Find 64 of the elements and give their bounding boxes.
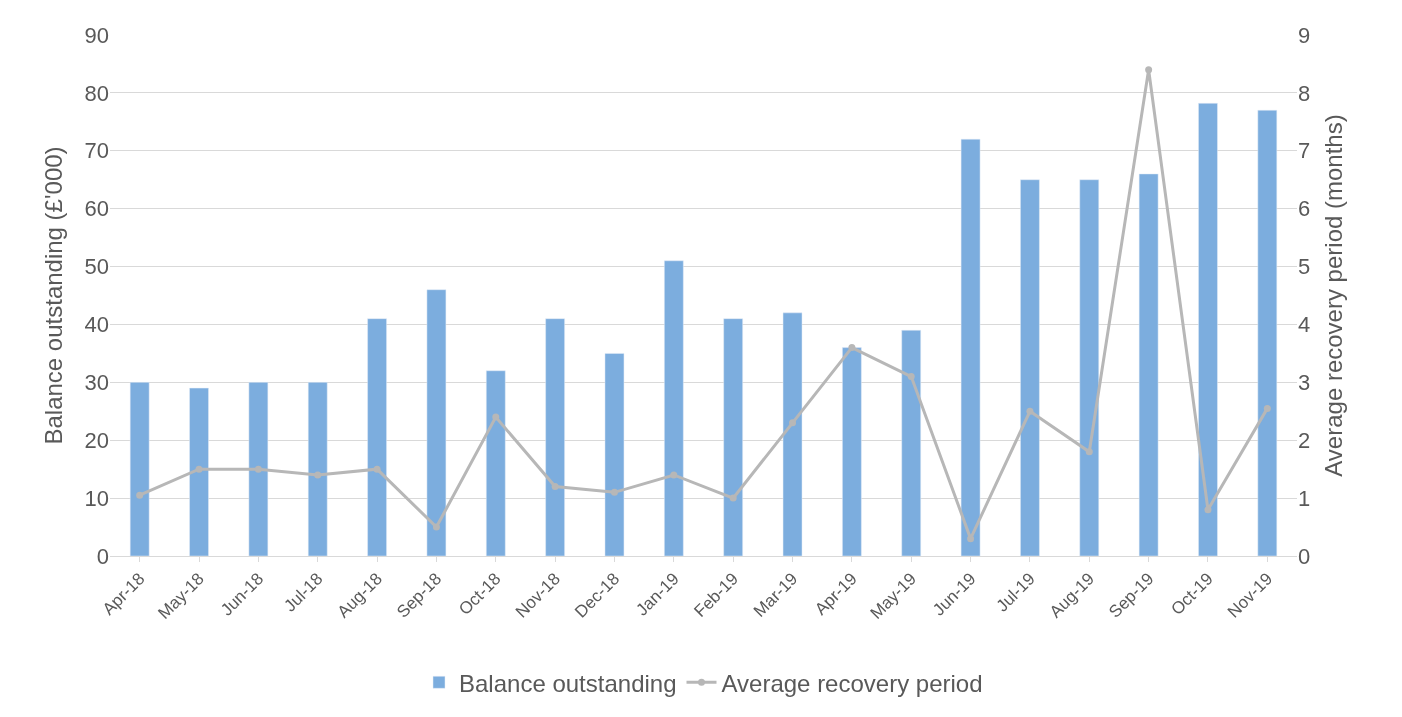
bar: [486, 370, 506, 556]
bar: [1138, 173, 1159, 556]
bar: [664, 260, 684, 556]
y2-tick-label: 5: [1298, 254, 1311, 280]
y-tick-label: 30: [84, 370, 109, 396]
point: [432, 523, 440, 531]
bar: [1257, 110, 1278, 556]
y-tick-label: 10: [84, 485, 109, 511]
bar: [723, 318, 743, 556]
bar: [367, 318, 387, 556]
point: [1026, 407, 1034, 415]
point: [136, 491, 144, 499]
point: [729, 494, 737, 502]
y-tick-label: 80: [84, 80, 109, 106]
bar: [248, 382, 269, 556]
bar: [604, 353, 625, 556]
legend-label: Average recovery period: [721, 669, 983, 697]
bar: [1079, 179, 1100, 556]
bar: [1198, 103, 1218, 556]
y-tick-label: 20: [84, 427, 109, 453]
point: [314, 471, 322, 479]
y2-axis-title: Average recovery period (months): [1319, 114, 1347, 477]
legend-label: Balance outstanding: [459, 669, 677, 697]
point: [492, 413, 500, 421]
y-tick-label: 0: [96, 543, 109, 569]
point: [670, 471, 678, 479]
y-tick-label: 70: [84, 138, 109, 164]
point: [907, 373, 915, 381]
point: [254, 465, 262, 473]
point: [848, 344, 856, 352]
point: [610, 488, 618, 496]
bar: [1020, 179, 1040, 556]
y2-tick-label: 4: [1298, 312, 1311, 338]
point: [195, 465, 203, 473]
y2-tick-label: 8: [1298, 80, 1311, 106]
bar: [842, 347, 862, 556]
y-tick-label: 50: [84, 254, 109, 280]
y-axis-title: Balance outstanding (£'000): [39, 146, 67, 445]
point: [967, 535, 975, 543]
point: [1145, 66, 1153, 74]
y2-tick-label: 9: [1298, 22, 1311, 48]
y2-tick-label: 7: [1298, 138, 1311, 164]
bar: [129, 382, 150, 556]
point: [789, 419, 797, 427]
y2-tick-label: 6: [1298, 196, 1311, 222]
point: [551, 483, 559, 491]
y2-tick-label: 1: [1298, 485, 1311, 511]
bar: [901, 329, 921, 556]
y2-tick-label: 2: [1298, 427, 1311, 453]
bar: [307, 382, 328, 556]
bar: [189, 387, 209, 556]
bar: [545, 318, 565, 556]
y2-tick-label: 0: [1298, 543, 1311, 569]
bar: [426, 289, 447, 556]
y-tick-label: 60: [84, 196, 109, 222]
y-tick-label: 90: [84, 22, 109, 48]
point: [373, 465, 381, 473]
point: [1204, 506, 1212, 514]
bar: [782, 312, 803, 556]
point: [1085, 448, 1093, 456]
bar: [960, 138, 981, 556]
y-tick-label: 40: [84, 312, 109, 338]
point: [1263, 404, 1271, 412]
y2-tick-label: 3: [1298, 370, 1311, 396]
